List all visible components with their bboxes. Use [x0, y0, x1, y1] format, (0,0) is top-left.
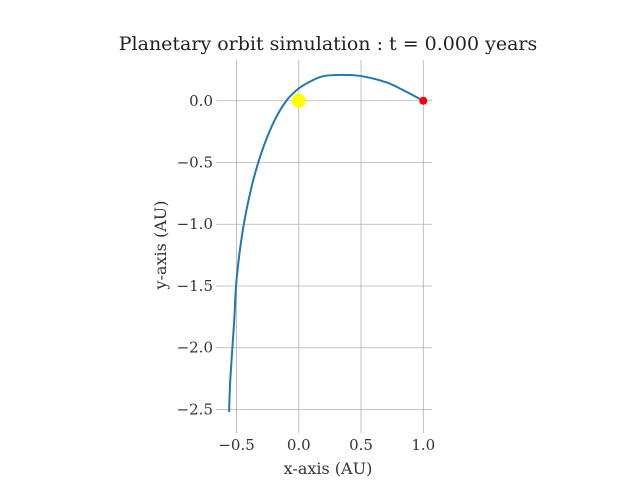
- y-tick-label: −1.5: [177, 277, 213, 295]
- planet-marker: [419, 96, 428, 105]
- grid: [221, 60, 432, 428]
- y-axis-label: y-axis (AU): [151, 201, 170, 291]
- x-tick-label: 0.0: [287, 436, 311, 454]
- ticks: −0.5 0.0 0.5 1.0 0.0 −0.5 −1.0 −1.5 −2.0 −2.5: [177, 92, 436, 454]
- x-tick-label: 1.0: [411, 436, 435, 454]
- x-tick-label: 0.5: [349, 436, 373, 454]
- y-tick-label: −2.5: [177, 400, 213, 418]
- orbit-series-line: [228, 73, 424, 412]
- y-tick-label: −1.0: [177, 215, 213, 233]
- x-axis-label: x-axis (AU): [284, 459, 373, 478]
- x-tick-label: −0.5: [218, 436, 254, 454]
- sun-marker: [291, 93, 306, 108]
- points: [291, 93, 428, 108]
- y-tick-label: 0.0: [189, 92, 213, 110]
- y-tick-label: −0.5: [177, 153, 213, 171]
- y-tick-label: −2.0: [177, 339, 213, 357]
- chart-title: Planetary orbit simulation : t = 0.000 y…: [119, 33, 537, 55]
